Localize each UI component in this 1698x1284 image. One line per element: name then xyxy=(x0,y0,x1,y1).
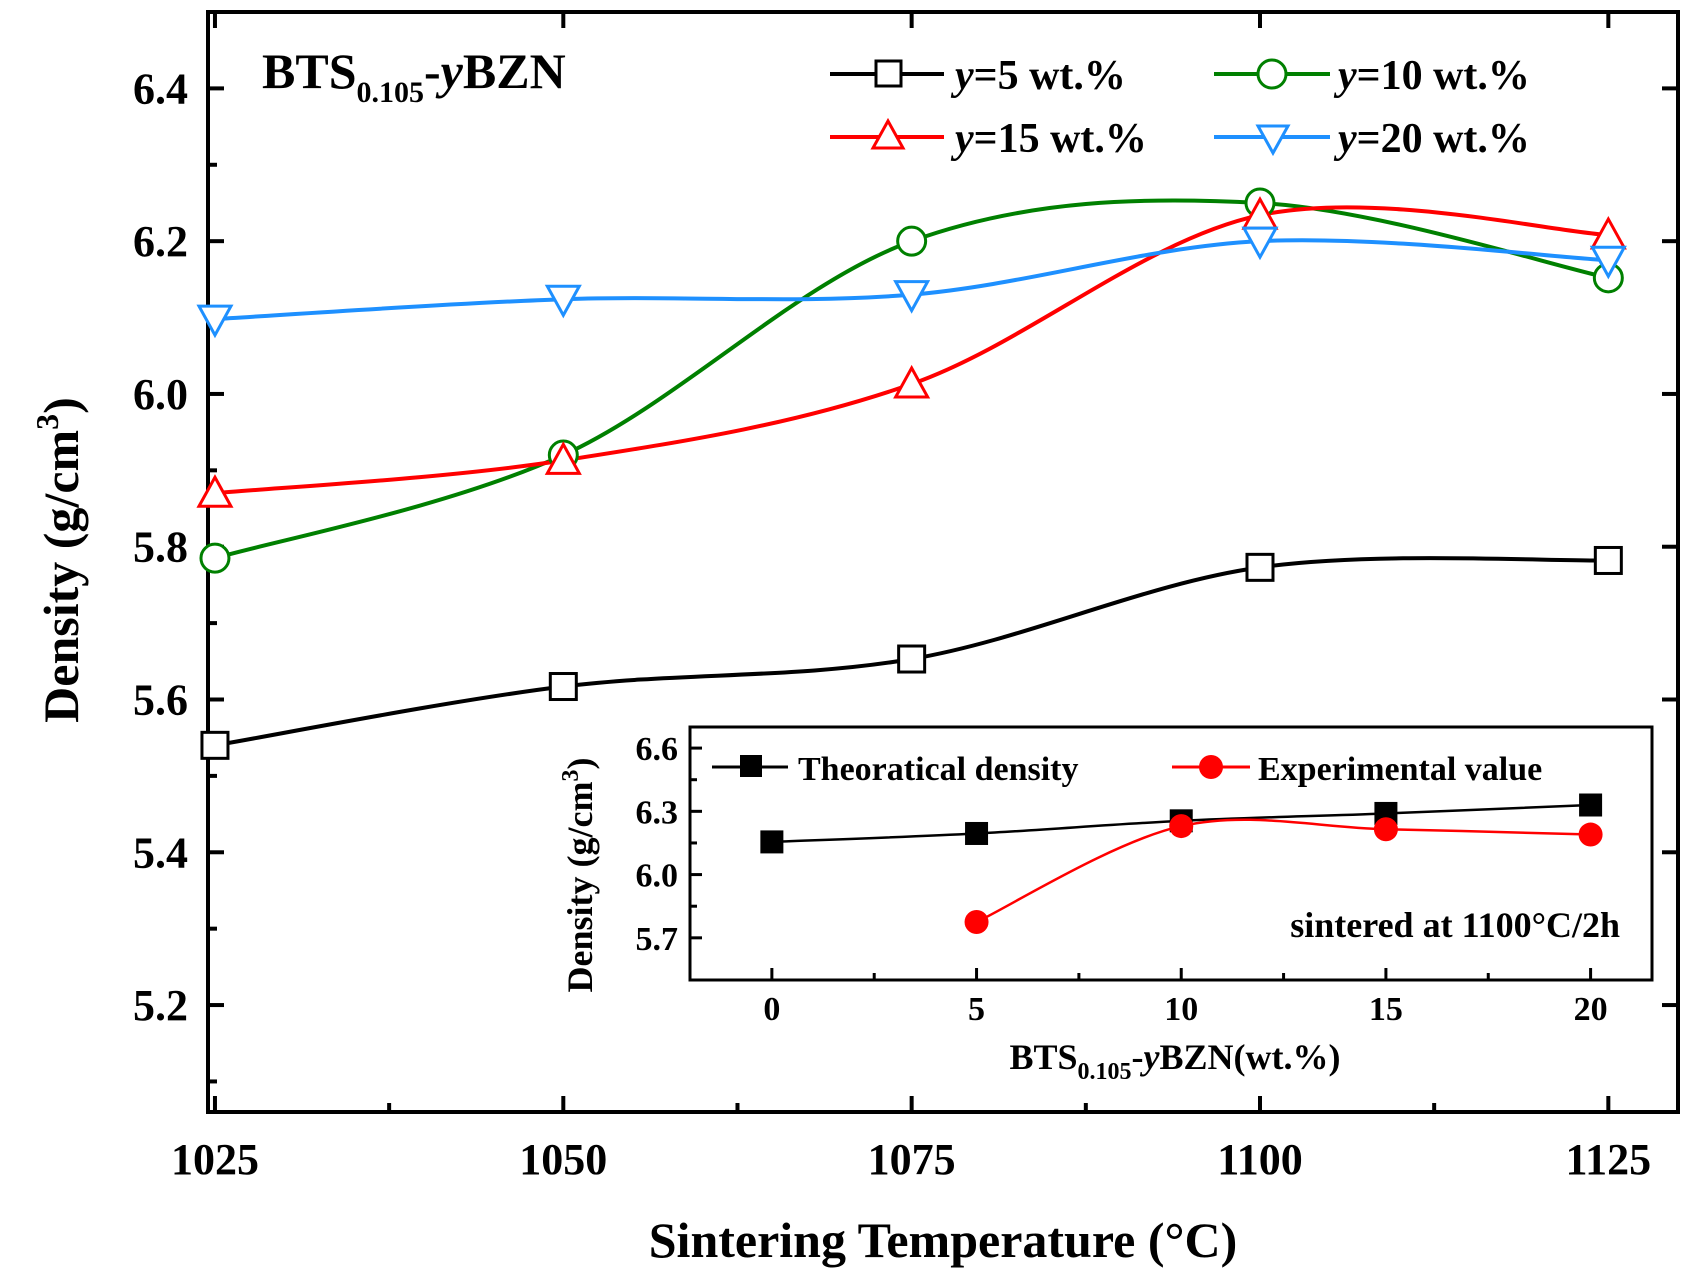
legend-marker-square xyxy=(874,59,903,88)
x-tick-label: 1100 xyxy=(1217,1135,1303,1184)
main-y-axis-ticks: 5.2 5.4 5.6 5.8 6.0 6.2 6.4 xyxy=(133,64,1678,1084)
legend-entry-y15: y=15 wt.% xyxy=(830,116,1147,162)
data-point xyxy=(548,672,578,702)
inset-series-line xyxy=(976,818,1591,924)
data-point xyxy=(1241,226,1279,261)
inset-y-axis-title: Density (g/cm3) xyxy=(558,758,600,993)
data-point xyxy=(893,280,931,314)
svg-text:y=10 wt.%: y=10 wt.% xyxy=(1333,53,1530,99)
y-tick-label: 6.2 xyxy=(133,217,188,266)
data-point xyxy=(196,474,234,508)
data-point xyxy=(544,284,582,319)
y-tick-label: 5.6 xyxy=(133,676,188,725)
legend-marker-triangle-down xyxy=(1255,124,1291,157)
y-tick-label: 5.4 xyxy=(133,828,188,877)
series-markers-0 xyxy=(200,545,1623,760)
data-point xyxy=(544,441,582,475)
data-point xyxy=(1169,814,1194,839)
data-point xyxy=(1373,817,1398,842)
data-point xyxy=(1579,793,1603,817)
data-point xyxy=(897,644,927,674)
inset-y-tick-label: 6.3 xyxy=(636,794,679,831)
svg-text:Experimental value: Experimental value xyxy=(1258,751,1542,788)
main-x-axis-ticks: 1025 1050 1075 1100 1125 xyxy=(171,12,1651,1184)
legend-marker-circle xyxy=(1256,58,1288,90)
inset-x-tick-label: 10 xyxy=(1164,991,1198,1028)
inset-x-axis-title: BTS0.105-yBZN(wt.%) xyxy=(1009,1037,1340,1085)
data-point xyxy=(199,542,231,574)
inset-annotation: sintered at 1100°C/2h xyxy=(1290,905,1620,945)
main-chart-title: BTS0.105-yBZN xyxy=(262,43,566,109)
main-y-axis-title: Density (g/cm3) xyxy=(29,397,89,723)
data-point xyxy=(1589,245,1627,280)
data-point xyxy=(760,830,784,854)
legend-entry-y10: y=10 wt.% xyxy=(1214,53,1530,99)
main-x-axis-title: Sintering Temperature (°C) xyxy=(649,1212,1237,1268)
inset-series-group xyxy=(760,793,1603,935)
y-tick-label: 6.0 xyxy=(133,370,188,419)
inset-plot-frame xyxy=(688,725,1654,982)
svg-text:y=15 wt.%: y=15 wt.% xyxy=(950,116,1147,162)
legend-marker-triangle-up xyxy=(870,117,906,150)
legend-entry-y20: y=20 wt.% xyxy=(1214,116,1530,162)
main-legend: y=5 wt.% y=10 wt.% y=15 wt.% y=20 wt.% xyxy=(830,53,1530,162)
series-markers-2 xyxy=(196,196,1627,508)
data-point xyxy=(964,910,989,935)
inset-y-tick-label: 6.6 xyxy=(636,731,679,768)
inset-y-axis-ticks: 5.7 6.0 6.3 6.6 xyxy=(636,731,702,958)
inset-y-tick-label: 5.7 xyxy=(636,921,679,958)
series-markers-3 xyxy=(196,226,1627,339)
y-tick-label: 5.8 xyxy=(133,523,188,572)
x-tick-label: 1025 xyxy=(171,1135,259,1184)
y-tick-label: 5.2 xyxy=(133,981,188,1030)
inset-x-axis-ticks: 0 5 10 15 20 xyxy=(763,968,1608,1028)
data-point xyxy=(196,304,234,339)
data-point xyxy=(893,364,931,399)
data-point xyxy=(896,225,928,257)
x-tick-label: 1075 xyxy=(868,1135,956,1184)
data-point xyxy=(1245,552,1275,582)
y-tick-label: 6.4 xyxy=(133,64,188,113)
svg-text:y=5 wt.%: y=5 wt.% xyxy=(950,53,1126,99)
inset-y-tick-label: 6.0 xyxy=(636,858,679,895)
inset-x-tick-label: 0 xyxy=(763,991,780,1028)
data-point xyxy=(965,821,989,845)
inset-chart: 5.7 6.0 6.3 6.6 0 5 10 15 20 Theoratical densit… xyxy=(558,725,1654,1085)
main-series-group xyxy=(196,187,1627,760)
inset-x-tick-label: 20 xyxy=(1574,991,1608,1028)
inset-legend: Theoratical density Experimental value xyxy=(712,751,1542,788)
data-point xyxy=(1593,545,1623,575)
data-point xyxy=(1578,822,1603,847)
legend-entry-y5: y=5 wt.% xyxy=(830,53,1126,99)
inset-x-tick-label: 15 xyxy=(1369,991,1403,1028)
inset-legend-entry-experimental: Experimental value xyxy=(1172,751,1542,788)
data-point xyxy=(200,730,230,760)
inset-series-1 xyxy=(964,814,1603,935)
svg-text:Theoratical density: Theoratical density xyxy=(798,751,1078,788)
inset-x-tick-label: 5 xyxy=(968,991,985,1028)
x-tick-label: 1125 xyxy=(1566,1135,1652,1184)
inset-legend-entry-theoretical: Theoratical density xyxy=(712,751,1078,788)
svg-text:y=20 wt.%: y=20 wt.% xyxy=(1333,116,1530,162)
x-tick-label: 1050 xyxy=(519,1135,607,1184)
